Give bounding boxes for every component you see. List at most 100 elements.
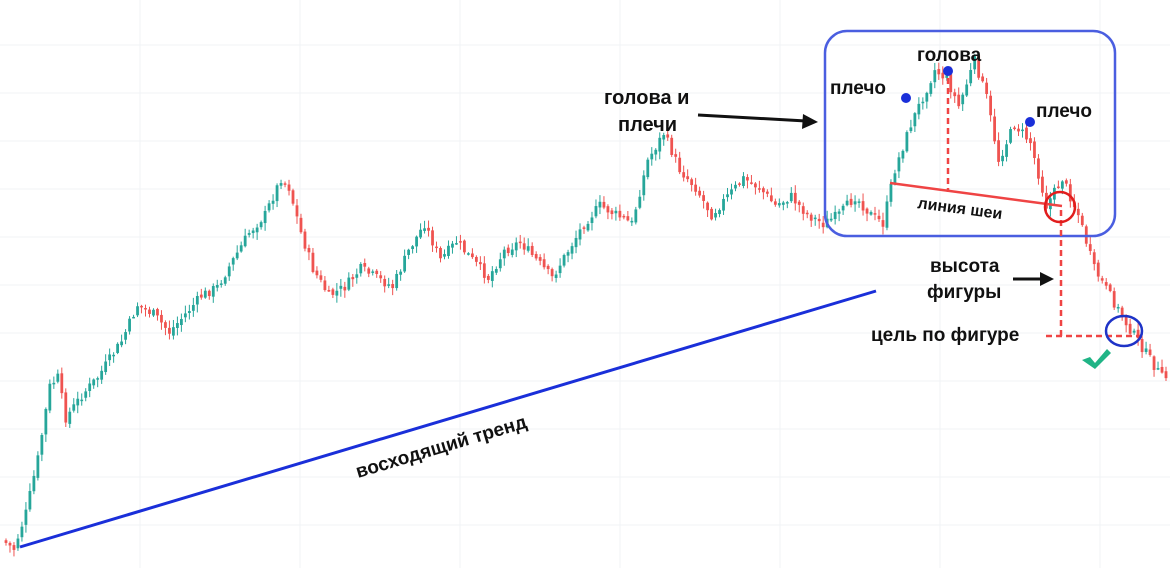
head-label: голова: [917, 45, 982, 66]
candle-body: [1029, 138, 1032, 144]
trend-label: восходящий тренд: [353, 412, 529, 483]
candle-body: [295, 205, 299, 217]
candle-body: [8, 542, 12, 546]
candle-body: [1041, 176, 1044, 193]
candle-body: [1056, 186, 1060, 189]
candle-body: [750, 182, 753, 184]
candle-body: [231, 258, 235, 265]
candle-body: [921, 101, 925, 104]
candle-body: [929, 83, 933, 94]
left-shoulder-label: плечо: [830, 78, 886, 99]
candle-body: [714, 213, 717, 218]
candle-body: [339, 285, 343, 289]
candle-body: [40, 435, 44, 455]
neckline-break-marker: [1043, 190, 1077, 224]
candle-body: [550, 269, 554, 277]
candle-body: [981, 76, 985, 82]
candle-body: [765, 191, 769, 194]
target-label: цель по фигуре: [871, 325, 1019, 346]
uptrend-line: [19, 289, 877, 549]
candle-body: [722, 198, 725, 211]
candle-body: [12, 545, 16, 550]
candle-body: [391, 284, 395, 289]
candle-body: [219, 283, 223, 285]
candle-body: [32, 475, 36, 492]
candle-body: [36, 455, 40, 478]
candle-body: [925, 92, 929, 102]
candle-body: [443, 254, 446, 257]
candle-body: [1124, 315, 1128, 326]
candle-body: [447, 245, 450, 257]
candle-body: [686, 176, 690, 180]
candle-body: [953, 92, 957, 97]
candle-body: [949, 74, 953, 93]
candle-body: [857, 201, 861, 203]
candle-body: [415, 236, 418, 247]
candle-body: [1005, 144, 1008, 157]
candle-body: [674, 154, 678, 157]
height-pointer-arrow: [1013, 272, 1054, 286]
candle-body: [726, 194, 729, 198]
candle-body: [937, 69, 941, 75]
candle-body: [195, 295, 199, 305]
candle-body: [913, 113, 917, 127]
candle-body: [905, 132, 909, 152]
candle-body: [104, 361, 108, 373]
candle-body: [132, 316, 135, 319]
pattern-label-line1: голова и: [604, 87, 689, 109]
candle-body: [554, 274, 558, 278]
candle-body: [179, 319, 183, 326]
height-label-line2: фигуры: [927, 282, 1001, 303]
candle-body: [482, 263, 486, 278]
candle-body: [642, 175, 646, 196]
candle-body: [698, 190, 702, 196]
right-shoulder-marker: [1025, 117, 1035, 127]
candle-body: [730, 189, 733, 195]
candle-body: [997, 140, 1000, 162]
candle-body: [654, 149, 658, 155]
neckline-label: линия шеи: [916, 195, 1003, 223]
candle-body: [809, 214, 813, 221]
candle-body: [622, 215, 626, 218]
candle-body: [52, 382, 56, 385]
candle-body: [299, 217, 303, 233]
candle-body: [283, 183, 287, 185]
candle-body: [243, 235, 247, 247]
candle-body: [706, 202, 709, 211]
candle-body: [969, 69, 973, 84]
candle-body: [837, 211, 841, 214]
candle-body: [191, 305, 195, 311]
candle-body: [108, 354, 112, 361]
candle-body: [610, 210, 614, 215]
candle-body: [582, 227, 586, 229]
candle-body: [486, 275, 490, 280]
candle-body: [590, 217, 594, 224]
candle-body: [96, 378, 100, 380]
candle-body: [1013, 127, 1016, 130]
candle-body: [251, 230, 255, 234]
candle-body: [44, 408, 48, 435]
candle-body: [124, 332, 127, 340]
candle-body: [965, 84, 969, 96]
candle-body: [379, 275, 383, 279]
candle-body: [658, 137, 662, 152]
candle-body: [255, 227, 259, 233]
candle-body: [112, 354, 116, 357]
candle-body: [510, 249, 514, 255]
candle-body: [247, 233, 251, 235]
candle-body: [1068, 184, 1072, 202]
candle-body: [1021, 129, 1024, 132]
head-marker: [943, 66, 953, 76]
candle-body: [467, 253, 470, 255]
candle-body: [1108, 284, 1112, 292]
candle-body: [116, 343, 120, 353]
candle-body: [718, 210, 721, 215]
candle-body: [215, 284, 219, 288]
candle-body: [490, 271, 494, 281]
candle-body: [72, 404, 76, 411]
candle-body: [797, 201, 801, 205]
candle-body: [1088, 244, 1092, 251]
candle-body: [355, 274, 359, 278]
candle-body: [945, 75, 949, 78]
candle-body: [1156, 368, 1160, 370]
